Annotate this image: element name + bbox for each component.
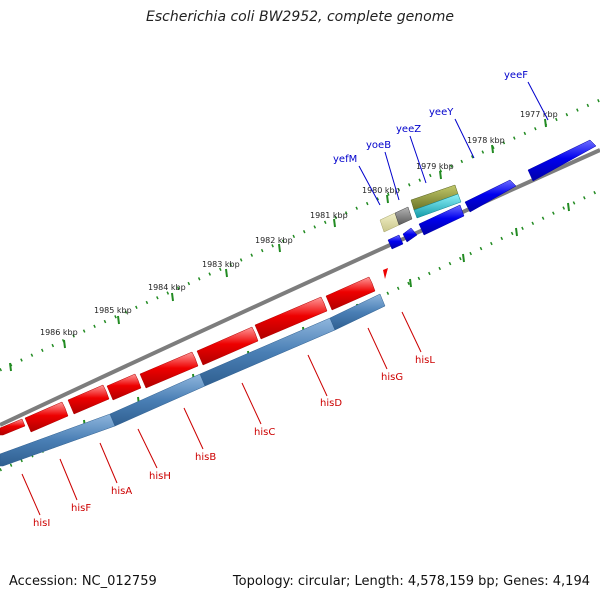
gene-arrow-hisL <box>383 268 388 279</box>
kbp-label: 1984 kbp <box>148 283 186 292</box>
major-tick <box>439 170 442 180</box>
major-tick <box>278 243 281 253</box>
gene-arrow-hisC <box>196 326 259 366</box>
gene-label-hisD: hisD <box>320 398 342 409</box>
major-tick <box>386 194 389 204</box>
outer-major-ticks <box>9 118 547 372</box>
leader-line-hisA <box>99 442 118 484</box>
kbp-label: 1979 kbp <box>416 162 454 171</box>
kbp-label: 1985 kbp <box>94 306 132 315</box>
genome-backbone <box>0 148 600 427</box>
kbp-label: 1980 kbp <box>362 186 400 195</box>
gene-arrow-hisF <box>24 401 69 433</box>
major-tick <box>171 292 174 302</box>
major-tick <box>491 144 494 154</box>
kbp-label: 1981 kbp <box>310 211 348 220</box>
kbp-label: 1983 kbp <box>202 260 240 269</box>
leader-line-hisH <box>137 428 158 469</box>
leader-line-hisG <box>367 327 388 370</box>
gene-arrow-yoeB <box>402 227 418 243</box>
major-tick <box>409 278 412 288</box>
gene-label-hisA: hisA <box>111 486 132 497</box>
reverse-gene-track <box>379 139 597 250</box>
gene-labels: hisI hisF hisA hisH hisB hisC hisD hisG hisL yefM… <box>21 70 549 529</box>
gene-label-yeeZ: yeeZ <box>396 124 421 135</box>
kbp-label: 1986 kbp <box>40 328 78 337</box>
leader-line-hisF <box>59 458 78 501</box>
gene-arrow-yeeY <box>464 179 517 213</box>
gene-arrow-hisI <box>0 418 26 436</box>
major-tick <box>544 118 547 128</box>
cds-segment-1 <box>0 413 116 467</box>
leader-line-hisI <box>21 473 41 516</box>
rrna-block-cyan <box>413 193 462 219</box>
kbp-label: 1978 kbp <box>467 136 505 145</box>
gene-arrow-hisA <box>67 384 110 415</box>
major-tick <box>63 339 66 349</box>
gene-label-hisB: hisB <box>195 452 216 463</box>
pseudo-block-gray <box>394 206 413 226</box>
major-tick <box>567 202 570 212</box>
major-tick <box>9 362 12 372</box>
leader-line-yeeF <box>527 81 549 121</box>
gene-arrow-hisH <box>106 373 142 401</box>
cds-segment-4 <box>329 293 386 331</box>
kbp-label: 1982 kbp <box>255 236 293 245</box>
gene-label-yeeF: yeeF <box>504 70 528 81</box>
leader-line-hisC <box>241 382 262 425</box>
leader-line-yoeB <box>384 151 400 201</box>
forward-gene-track <box>0 268 388 436</box>
gene-arrow-yeeF <box>527 139 597 182</box>
gene-arrow-hisB <box>139 351 199 389</box>
accession-text: Accession: NC_012759 <box>9 574 157 589</box>
leader-line-hisB <box>183 407 204 450</box>
major-tick <box>117 315 120 325</box>
map-title: Escherichia coli BW2952, complete genome <box>146 9 454 25</box>
gene-label-yeeY: yeeY <box>429 107 454 118</box>
leader-line-hisD <box>307 354 328 397</box>
gene-arrow-hisG <box>325 276 376 311</box>
leader-line-yeeY <box>454 118 475 159</box>
major-tick <box>225 268 228 278</box>
major-tick <box>515 227 518 237</box>
topology-text: Topology: circular; Length: 4,578,159 bp… <box>232 574 590 589</box>
leader-line-yeeZ <box>409 135 427 184</box>
leader-line-yefM <box>358 165 381 206</box>
gene-label-yoeB: yoeB <box>366 140 391 151</box>
leader-line-hisL <box>401 311 422 353</box>
gene-label-hisL: hisL <box>415 355 435 366</box>
kbp-label: 1977 kbp <box>520 110 558 119</box>
gene-label-yefM: yefM <box>333 154 357 165</box>
major-tick <box>333 218 336 228</box>
gene-arrow-yeeZ <box>418 204 465 236</box>
gene-label-hisF: hisF <box>71 503 91 514</box>
major-tick <box>462 253 465 263</box>
gene-arrow-yefM <box>387 234 404 250</box>
gene-label-hisC: hisC <box>254 427 275 438</box>
cds-band-track <box>0 293 386 467</box>
gene-arrow-hisD <box>254 296 328 340</box>
gene-label-hisH: hisH <box>149 471 171 482</box>
gene-label-hisG: hisG <box>381 372 403 383</box>
kbp-labels: 1977 kbp 1978 kbp 1979 kbp 1980 kbp 1981 kbp… <box>40 110 558 337</box>
gene-label-hisI: hisI <box>33 518 50 529</box>
outer-tick-ring <box>0 98 600 372</box>
